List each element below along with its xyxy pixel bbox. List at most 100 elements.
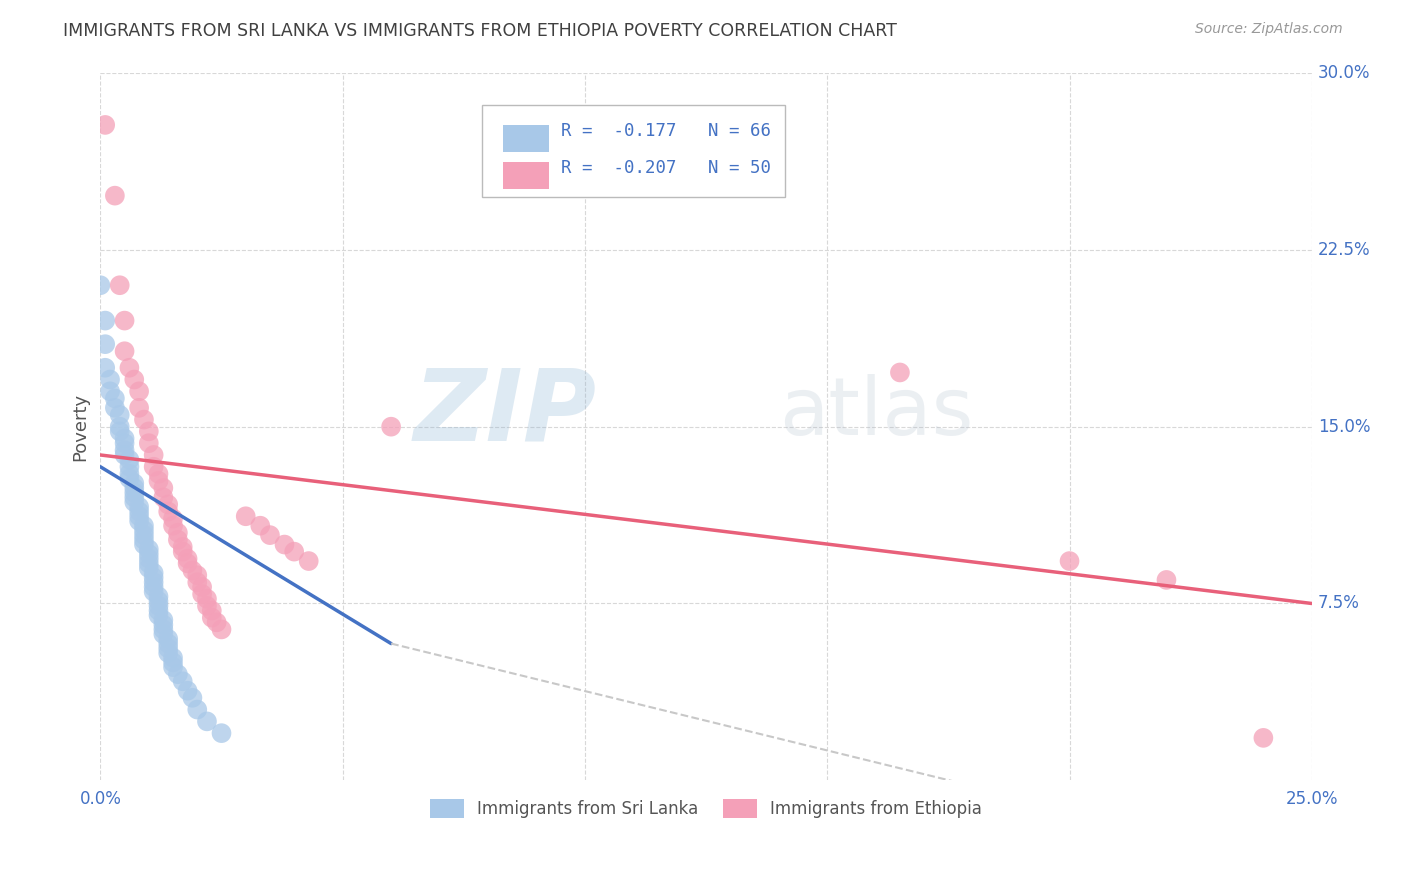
Point xyxy=(235,509,257,524)
Point xyxy=(94,118,117,132)
Point xyxy=(283,544,305,558)
Point xyxy=(195,714,218,729)
Point xyxy=(132,412,155,426)
Point xyxy=(152,627,174,641)
Point xyxy=(128,514,150,528)
Point xyxy=(114,443,136,458)
Point xyxy=(128,509,150,524)
Point xyxy=(138,557,160,571)
Point xyxy=(181,690,204,705)
Point xyxy=(273,537,295,551)
Bar xyxy=(502,162,548,189)
Point xyxy=(259,528,281,542)
Point xyxy=(132,518,155,533)
Point xyxy=(122,476,145,491)
Point xyxy=(191,587,214,601)
Point xyxy=(195,599,218,613)
Point xyxy=(201,610,224,624)
Point xyxy=(138,425,160,439)
Point xyxy=(114,432,136,446)
Point xyxy=(211,623,233,637)
Point xyxy=(148,603,170,617)
Point xyxy=(157,632,180,646)
Text: 30.0%: 30.0% xyxy=(1317,64,1371,82)
Text: R =  -0.207   N = 50: R = -0.207 N = 50 xyxy=(561,159,770,178)
Point xyxy=(181,564,204,578)
Point xyxy=(167,525,190,540)
Bar xyxy=(502,125,548,152)
Point xyxy=(89,278,111,293)
Point xyxy=(138,561,160,575)
Point xyxy=(104,392,127,406)
Point xyxy=(186,575,208,590)
Point xyxy=(148,599,170,613)
Point xyxy=(162,511,184,525)
Point xyxy=(148,474,170,488)
Point xyxy=(157,646,180,660)
Point xyxy=(118,467,141,481)
Point xyxy=(201,603,224,617)
Point xyxy=(122,481,145,495)
Point xyxy=(114,313,136,327)
Point xyxy=(380,419,402,434)
Text: atlas: atlas xyxy=(779,374,973,451)
Point xyxy=(152,617,174,632)
Point xyxy=(104,188,127,202)
Text: Source: ZipAtlas.com: Source: ZipAtlas.com xyxy=(1195,22,1343,37)
Point xyxy=(176,551,198,566)
Point xyxy=(186,702,208,716)
Point xyxy=(211,726,233,740)
Legend: Immigrants from Sri Lanka, Immigrants from Ethiopia: Immigrants from Sri Lanka, Immigrants fr… xyxy=(423,792,988,825)
Point xyxy=(94,337,117,351)
Point xyxy=(94,313,117,327)
Y-axis label: Poverty: Poverty xyxy=(72,392,89,461)
Point xyxy=(108,419,131,434)
Point xyxy=(132,524,155,538)
Point xyxy=(186,568,208,582)
Point xyxy=(114,436,136,450)
Text: 22.5%: 22.5% xyxy=(1317,241,1371,259)
Point xyxy=(138,436,160,450)
Point xyxy=(172,544,194,558)
Point xyxy=(889,366,911,380)
Point xyxy=(172,540,194,554)
Point xyxy=(162,650,184,665)
Point xyxy=(128,500,150,514)
Point xyxy=(142,570,165,584)
Point xyxy=(104,401,127,415)
Point xyxy=(138,551,160,566)
Point xyxy=(157,498,180,512)
Point xyxy=(249,518,271,533)
Point xyxy=(1156,573,1178,587)
Text: 15.0%: 15.0% xyxy=(1317,417,1371,435)
Point xyxy=(162,660,184,674)
Point xyxy=(138,547,160,561)
Point xyxy=(167,667,190,681)
Point xyxy=(152,481,174,495)
Point xyxy=(118,360,141,375)
Point xyxy=(108,278,131,293)
Point xyxy=(152,491,174,505)
Point xyxy=(157,504,180,518)
Point xyxy=(162,656,184,670)
Point xyxy=(142,575,165,590)
Text: ZIP: ZIP xyxy=(413,364,598,461)
Point xyxy=(157,636,180,650)
Point xyxy=(195,591,218,606)
Point xyxy=(128,384,150,399)
Point xyxy=(148,608,170,623)
Point xyxy=(191,580,214,594)
Point xyxy=(132,528,155,542)
Point xyxy=(108,408,131,422)
Point xyxy=(108,425,131,439)
Point xyxy=(205,615,228,630)
Point xyxy=(157,641,180,656)
Point xyxy=(176,683,198,698)
Point xyxy=(118,471,141,485)
Point xyxy=(148,590,170,604)
Point xyxy=(94,360,117,375)
Point xyxy=(142,584,165,599)
Point xyxy=(122,491,145,505)
Point xyxy=(148,594,170,608)
Point xyxy=(132,533,155,547)
